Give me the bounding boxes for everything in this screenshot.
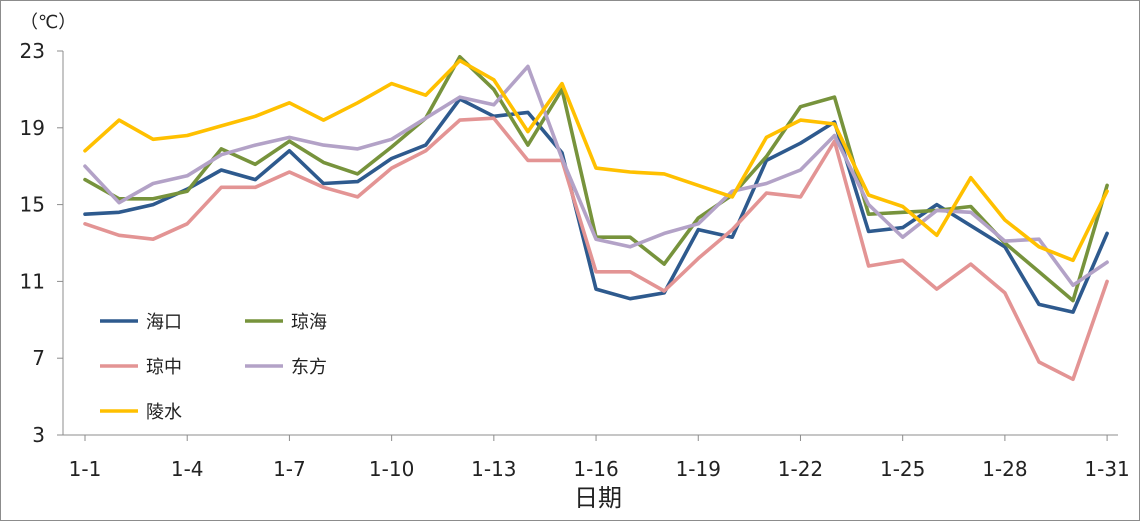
series-line-1	[83, 54, 1109, 303]
axes: 3 7 11 15 19 23 1-1 1-4 1-7 1-10 1-13 1-16 1-19 1-22 1…	[20, 39, 1130, 481]
y-unit-label: （℃）	[20, 12, 76, 33]
x-tick-label: 1-22	[778, 457, 823, 481]
series-line-4	[83, 58, 1109, 263]
legend-label: 东方	[291, 357, 327, 378]
y-tick-label: 11	[20, 269, 45, 293]
y-tick-label: 7	[32, 346, 45, 370]
series-line-3	[83, 64, 1109, 288]
x-tick-label: 1-7	[273, 457, 306, 481]
legend-label: 琼中	[146, 357, 182, 378]
x-tick-label: 1-31	[1084, 457, 1129, 481]
x-tick-label: 1-1	[69, 457, 102, 481]
x-tick-label: 1-13	[471, 457, 516, 481]
series-lines	[83, 54, 1109, 382]
y-tick-label: 19	[20, 116, 45, 140]
series-line-0	[83, 97, 1109, 314]
series-line-2	[83, 116, 1109, 382]
x-tick-label: 1-10	[369, 457, 414, 481]
y-tick-label: 3	[32, 423, 45, 447]
x-tick-label: 1-19	[676, 457, 721, 481]
x-tick-label: 1-28	[982, 457, 1027, 481]
x-axis-title: 日期	[574, 484, 622, 512]
x-tick-label: 1-16	[573, 457, 618, 481]
x-tick-label: 1-4	[171, 457, 204, 481]
legend-label: 琼海	[291, 312, 327, 333]
x-tick-label: 1-25	[880, 457, 925, 481]
legend-label: 陵水	[146, 402, 182, 423]
legend-label: 海口	[146, 312, 182, 333]
y-tick-label: 23	[20, 39, 45, 63]
y-tick-label: 15	[20, 193, 45, 217]
